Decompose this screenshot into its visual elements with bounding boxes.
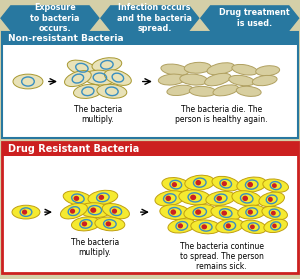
Ellipse shape — [216, 219, 244, 233]
Ellipse shape — [178, 223, 183, 229]
Bar — [2, 142, 298, 273]
Ellipse shape — [63, 191, 93, 206]
Ellipse shape — [162, 177, 190, 192]
Polygon shape — [1, 6, 99, 30]
Text: The bacteria continue
to spread. The person
remains sick.: The bacteria continue to spread. The per… — [180, 242, 264, 271]
Ellipse shape — [250, 225, 255, 229]
Ellipse shape — [207, 63, 235, 75]
Ellipse shape — [264, 219, 287, 233]
Bar — [2, 142, 298, 156]
Ellipse shape — [112, 209, 117, 214]
Ellipse shape — [172, 182, 177, 187]
Ellipse shape — [95, 217, 125, 231]
Ellipse shape — [64, 71, 91, 86]
Ellipse shape — [79, 203, 111, 218]
Ellipse shape — [97, 84, 127, 98]
Ellipse shape — [226, 223, 231, 229]
Ellipse shape — [102, 203, 129, 219]
Ellipse shape — [161, 64, 189, 75]
Ellipse shape — [237, 177, 267, 192]
Ellipse shape — [252, 75, 277, 86]
Ellipse shape — [179, 190, 211, 205]
Ellipse shape — [211, 206, 241, 220]
Ellipse shape — [167, 85, 193, 95]
Ellipse shape — [268, 197, 273, 202]
Text: The bacteria
multiply.: The bacteria multiply. — [71, 238, 119, 257]
Ellipse shape — [191, 220, 221, 234]
Text: Drug Resistant Bacteria: Drug Resistant Bacteria — [8, 144, 139, 154]
Ellipse shape — [236, 86, 261, 96]
Ellipse shape — [232, 64, 257, 75]
Ellipse shape — [185, 175, 215, 190]
Ellipse shape — [170, 209, 176, 215]
Ellipse shape — [98, 195, 104, 200]
Ellipse shape — [106, 221, 111, 227]
Ellipse shape — [60, 203, 87, 219]
Ellipse shape — [74, 84, 102, 98]
Ellipse shape — [259, 192, 284, 206]
Ellipse shape — [104, 70, 131, 85]
Ellipse shape — [241, 220, 266, 234]
Text: Drug treatment
is used.: Drug treatment is used. — [219, 8, 290, 28]
Text: Exposure
to bacteria
occurs.: Exposure to bacteria occurs. — [30, 3, 80, 33]
Ellipse shape — [256, 66, 280, 76]
Ellipse shape — [262, 206, 287, 220]
Ellipse shape — [271, 211, 276, 215]
Ellipse shape — [206, 191, 236, 205]
Ellipse shape — [168, 219, 196, 233]
Bar — [2, 32, 298, 45]
Ellipse shape — [82, 221, 87, 227]
Ellipse shape — [84, 70, 116, 85]
Ellipse shape — [213, 85, 239, 96]
Polygon shape — [201, 6, 298, 30]
Ellipse shape — [189, 86, 216, 96]
Ellipse shape — [216, 196, 222, 201]
Ellipse shape — [201, 224, 207, 229]
Ellipse shape — [90, 207, 96, 213]
Ellipse shape — [88, 190, 118, 205]
Ellipse shape — [92, 58, 122, 72]
Ellipse shape — [67, 60, 97, 75]
Text: Infection occurs
and the bacteria
spread.: Infection occurs and the bacteria spread… — [117, 3, 192, 33]
Ellipse shape — [232, 191, 262, 206]
Ellipse shape — [184, 205, 216, 220]
Ellipse shape — [248, 210, 253, 215]
Text: Non-resistant Bacteria: Non-resistant Bacteria — [8, 34, 124, 43]
Text: The bacteria die. The
person is healthy again.: The bacteria die. The person is healthy … — [176, 105, 268, 124]
Ellipse shape — [180, 74, 208, 85]
Ellipse shape — [74, 196, 79, 201]
Text: The bacteria
multiply.: The bacteria multiply. — [74, 105, 122, 124]
Ellipse shape — [272, 223, 277, 228]
Ellipse shape — [205, 73, 231, 86]
Ellipse shape — [22, 210, 27, 215]
Ellipse shape — [155, 191, 184, 206]
Ellipse shape — [229, 75, 255, 86]
Ellipse shape — [195, 180, 201, 186]
Ellipse shape — [242, 196, 248, 201]
Ellipse shape — [184, 62, 211, 73]
Polygon shape — [101, 6, 199, 30]
Ellipse shape — [166, 196, 171, 201]
Ellipse shape — [71, 217, 100, 231]
Ellipse shape — [160, 205, 190, 220]
Ellipse shape — [248, 182, 253, 187]
Ellipse shape — [221, 211, 227, 216]
Ellipse shape — [222, 181, 227, 186]
Ellipse shape — [263, 179, 289, 192]
Bar — [2, 32, 298, 138]
Ellipse shape — [13, 74, 43, 89]
Ellipse shape — [158, 74, 185, 85]
Ellipse shape — [272, 183, 277, 188]
Ellipse shape — [238, 205, 266, 219]
Ellipse shape — [190, 195, 196, 200]
Ellipse shape — [12, 205, 40, 219]
Ellipse shape — [195, 209, 201, 215]
Ellipse shape — [212, 176, 239, 191]
Ellipse shape — [70, 209, 75, 214]
